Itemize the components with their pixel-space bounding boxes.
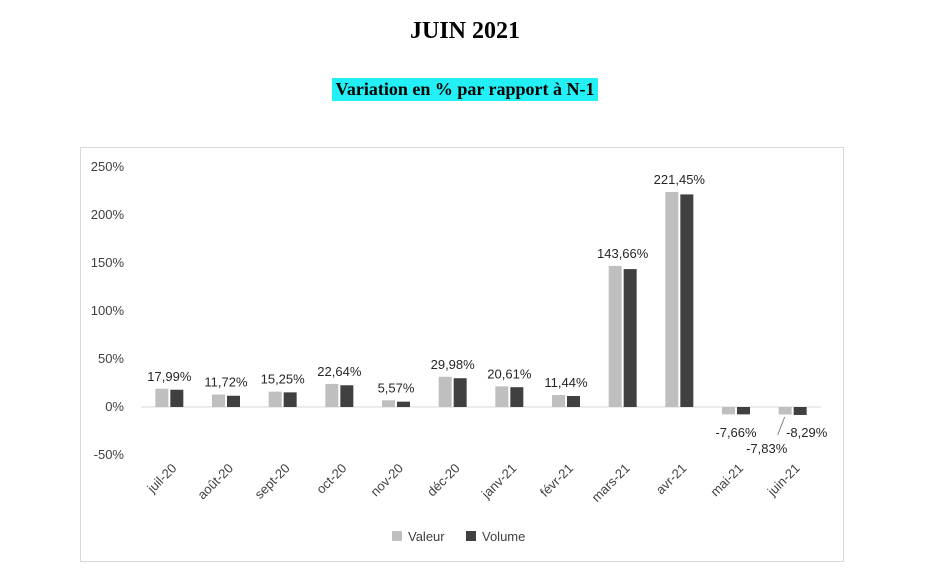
chart-container: 250% 200% 150% 100% 50% 0% -50% juil-20 août-20… xyxy=(80,147,844,562)
bar-valeur xyxy=(382,400,395,407)
bar-volume xyxy=(340,385,354,407)
data-label: 221,45% xyxy=(654,172,706,187)
bar-volume xyxy=(737,407,750,415)
y-tick-label: 200% xyxy=(91,207,125,222)
bars xyxy=(155,191,807,415)
legend-label-valeur: Valeur xyxy=(408,529,445,544)
y-axis: 250% 200% 150% 100% 50% 0% -50% xyxy=(91,159,125,462)
data-label: 22,64% xyxy=(317,364,362,379)
x-tick-label: sept-20 xyxy=(252,461,293,502)
y-tick-label: 0% xyxy=(105,399,124,414)
data-label: 20,61% xyxy=(487,366,532,381)
x-tick-label: juil-20 xyxy=(144,461,180,497)
bar-valeur xyxy=(212,394,225,407)
bar-valeur xyxy=(495,386,509,407)
data-label: 17,99% xyxy=(147,369,192,384)
legend-swatch-volume xyxy=(466,531,476,541)
x-tick-label: avr-21 xyxy=(653,461,690,498)
bar-valeur xyxy=(325,383,339,407)
data-label: 15,25% xyxy=(261,372,306,387)
bar-volume xyxy=(623,269,637,407)
legend-swatch-valeur xyxy=(392,531,402,541)
legend: Valeur Volume xyxy=(392,529,525,544)
bar-volume xyxy=(567,396,580,407)
y-tick-label: 50% xyxy=(98,351,124,366)
data-label: -8,29% xyxy=(786,425,828,440)
data-label: 29,98% xyxy=(431,357,476,372)
data-label: 11,44% xyxy=(544,375,588,390)
bar-volume xyxy=(510,387,524,407)
data-label: 143,66% xyxy=(597,246,649,261)
bar-valeur xyxy=(438,376,452,407)
x-tick-label: mai-21 xyxy=(707,461,746,500)
bar-valeur xyxy=(778,407,792,415)
data-labels: 17,99% 11,72% 15,25% 22,64% 5,57% 29,98% 20,61… xyxy=(147,172,827,456)
bar-valeur xyxy=(155,388,169,407)
legend-label-volume: Volume xyxy=(482,529,525,544)
y-tick-label: 150% xyxy=(91,255,125,270)
x-tick-label: juin-21 xyxy=(764,461,803,500)
bar-valeur xyxy=(722,407,735,415)
bar-chart: 250% 200% 150% 100% 50% 0% -50% juil-20 août-20… xyxy=(91,159,828,544)
x-tick-label: nov-20 xyxy=(367,461,406,500)
x-tick-label: déc-20 xyxy=(424,461,463,500)
data-label-extra: -7,83% xyxy=(746,441,788,456)
x-tick-label: mars-21 xyxy=(588,461,632,505)
y-tick-label: 100% xyxy=(91,303,125,318)
bar-valeur xyxy=(608,265,622,407)
page-title: JUIN 2021 xyxy=(409,18,520,44)
bar-valeur xyxy=(665,191,679,407)
bar-valeur xyxy=(552,395,565,407)
leader-line xyxy=(777,416,786,436)
bar-volume xyxy=(397,401,410,407)
subtitle-wrapper: Variation en % par rapport à N-1 xyxy=(0,78,930,101)
y-tick-label: -50% xyxy=(94,447,125,462)
data-label: -7,66% xyxy=(715,425,757,440)
y-tick-label: 250% xyxy=(91,159,125,174)
x-tick-label: oct-20 xyxy=(313,461,349,497)
bar-volume xyxy=(283,392,297,407)
data-label: 11,72% xyxy=(204,375,248,390)
x-tick-label: janv-21 xyxy=(478,461,519,502)
bar-volume xyxy=(227,395,240,407)
bar-volume xyxy=(170,389,184,407)
bar-valeur xyxy=(268,391,282,407)
x-axis: juil-20 août-20 sept-20 oct-20 nov-20 déc-20 j… xyxy=(141,406,821,505)
data-label: 5,57% xyxy=(378,380,415,395)
chart-subtitle: Variation en % par rapport à N-1 xyxy=(332,78,598,101)
bar-volume xyxy=(793,407,807,415)
bar-volume xyxy=(680,194,694,407)
x-tick-label: févr-21 xyxy=(537,461,576,500)
x-tick-label: août-20 xyxy=(194,461,236,503)
bar-volume xyxy=(453,378,467,407)
